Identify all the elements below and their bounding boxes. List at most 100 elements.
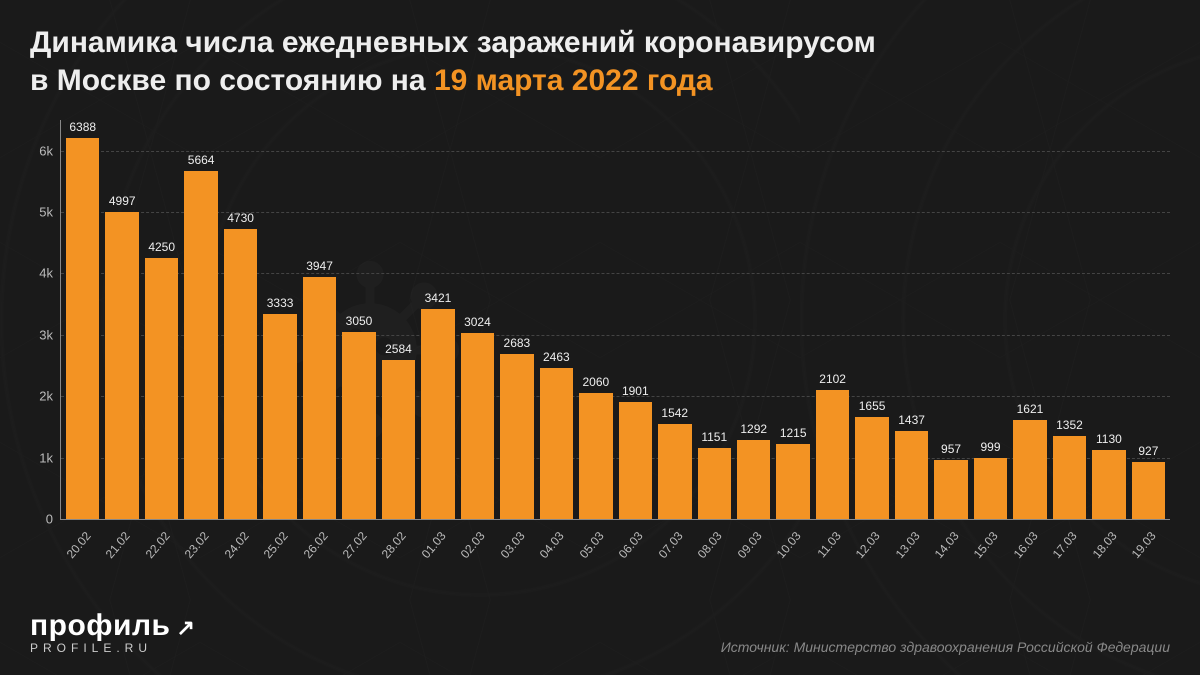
bar-value-label: 957 (941, 442, 961, 456)
bar-chart: 01k2k3k4k5k6k 638820.02499721.02425022.0… (60, 120, 1170, 560)
bar-value-label: 3421 (425, 291, 452, 305)
y-tick-label: 5k (39, 205, 53, 220)
x-tick-label: 07.03 (655, 529, 685, 561)
bar-wrap: 302402.03 (461, 120, 494, 519)
x-tick-label: 08.03 (695, 529, 725, 561)
bar-value-label: 3333 (267, 296, 294, 310)
bar-wrap: 268303.03 (500, 120, 533, 519)
bar-wrap: 210211.03 (816, 120, 849, 519)
bar-wrap: 566423.02 (184, 120, 217, 519)
x-tick-label: 04.03 (537, 529, 567, 561)
bar-wrap: 394726.02 (303, 120, 336, 519)
bar (776, 444, 809, 519)
bar-value-label: 1437 (898, 413, 925, 427)
x-tick-label: 21.02 (103, 529, 133, 561)
x-tick-label: 12.03 (853, 529, 883, 561)
title-line2-accent: 19 марта 2022 года (434, 64, 713, 97)
x-tick-label: 01.03 (419, 529, 449, 561)
bar (855, 417, 888, 519)
bar (66, 138, 99, 519)
bar-value-label: 3947 (306, 259, 333, 273)
chart-title: Динамика числа ежедневных заражений коро… (30, 24, 1170, 99)
bar (342, 332, 375, 519)
bar-value-label: 4250 (148, 240, 175, 254)
logo-arrow-icon: ↗ (176, 615, 195, 641)
bar (934, 460, 967, 519)
x-tick-label: 10.03 (774, 529, 804, 561)
bar (263, 314, 296, 519)
bar-wrap: 165512.03 (855, 120, 888, 519)
bar-wrap: 246304.03 (540, 120, 573, 519)
bar-value-label: 1292 (740, 422, 767, 436)
bar (974, 458, 1007, 519)
bar-value-label: 2060 (582, 375, 609, 389)
x-tick-label: 09.03 (734, 529, 764, 561)
bar (382, 360, 415, 519)
bars-container: 638820.02499721.02425022.02566423.024730… (61, 120, 1170, 519)
bar-wrap: 92719.03 (1132, 120, 1165, 519)
x-tick-label: 02.03 (458, 529, 488, 561)
bar-wrap: 190106.03 (619, 120, 652, 519)
x-tick-label: 05.03 (577, 529, 607, 561)
bar-value-label: 2463 (543, 350, 570, 364)
bar (619, 402, 652, 519)
y-tick-label: 1k (39, 450, 53, 465)
bar (737, 440, 770, 519)
x-tick-label: 24.02 (221, 529, 251, 561)
y-tick-label: 4k (39, 266, 53, 281)
bar-value-label: 4730 (227, 211, 254, 225)
logo-subtext: PROFILE.RU (30, 641, 195, 655)
bar (1013, 420, 1046, 520)
x-tick-label: 16.03 (1011, 529, 1041, 561)
y-tick-label: 6k (39, 143, 53, 158)
x-tick-label: 14.03 (932, 529, 962, 561)
x-tick-label: 18.03 (1090, 529, 1120, 561)
bar-wrap: 95714.03 (934, 120, 967, 519)
x-tick-label: 25.02 (261, 529, 291, 561)
bar-value-label: 6388 (69, 120, 96, 134)
bar (461, 333, 494, 519)
bar-wrap: 113018.03 (1092, 120, 1125, 519)
bar-value-label: 3024 (464, 315, 491, 329)
source-text: Министерство здравоохранения Российской … (794, 639, 1170, 655)
bar-value-label: 5664 (188, 153, 215, 167)
bar (303, 277, 336, 519)
bar-value-label: 1130 (1096, 432, 1122, 446)
bar (895, 431, 928, 519)
bar-wrap: 115108.03 (698, 120, 731, 519)
title-line2-prefix: в Москве по состоянию на (30, 64, 434, 97)
bar-wrap: 342101.03 (421, 120, 454, 519)
title-line1: Динамика числа ежедневных заражений коро… (30, 26, 876, 59)
bar-wrap: 135217.03 (1053, 120, 1086, 519)
bar (1132, 462, 1165, 519)
plot-area: 01k2k3k4k5k6k 638820.02499721.02425022.0… (60, 120, 1170, 520)
x-tick-label: 13.03 (892, 529, 922, 561)
x-tick-label: 03.03 (498, 529, 528, 561)
bar (224, 229, 257, 519)
bar-wrap: 99915.03 (974, 120, 1007, 519)
bar-wrap: 305027.02 (342, 120, 375, 519)
bar-wrap: 473024.02 (224, 120, 257, 519)
source-attribution: Источник: Министерство здравоохранения Р… (721, 639, 1170, 655)
y-tick-label: 0 (46, 512, 53, 527)
bar (500, 354, 533, 519)
x-tick-label: 26.02 (300, 529, 330, 561)
bar-wrap: 154207.03 (658, 120, 691, 519)
x-tick-label: 11.03 (814, 529, 843, 560)
bar (184, 171, 217, 519)
bar (658, 424, 691, 519)
bar (421, 309, 454, 519)
logo-text: профиль (30, 609, 170, 643)
bar (1092, 450, 1125, 519)
bar-value-label: 1215 (780, 426, 807, 440)
profile-logo: профиль ↗ PROFILE.RU (30, 609, 195, 655)
x-tick-label: 27.02 (340, 529, 370, 561)
y-tick-label: 3k (39, 327, 53, 342)
bar-wrap: 638820.02 (66, 120, 99, 519)
bar-value-label: 3050 (346, 314, 373, 328)
logo-main: профиль ↗ (30, 609, 195, 643)
bar-wrap: 143713.03 (895, 120, 928, 519)
bar-value-label: 4997 (109, 194, 136, 208)
bar-wrap: 206005.03 (579, 120, 612, 519)
x-tick-label: 06.03 (616, 529, 646, 561)
